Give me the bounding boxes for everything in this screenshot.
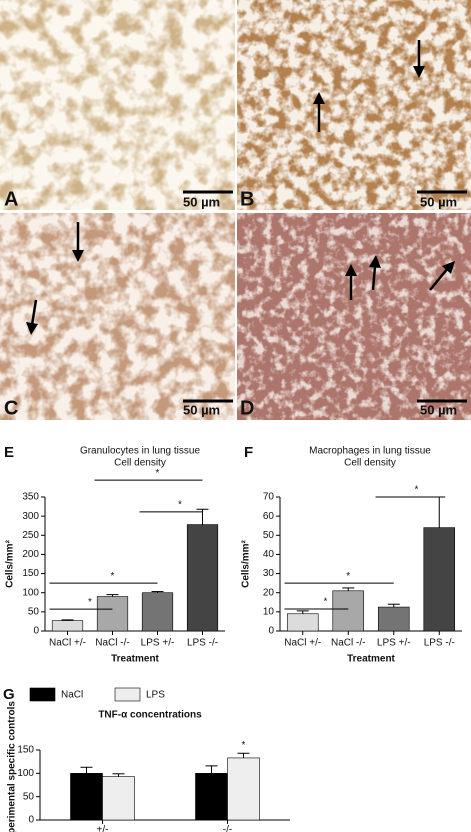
x-tick-label: +/-	[97, 825, 109, 832]
tissue-b	[237, 0, 471, 210]
bar	[96, 596, 129, 632]
legend-swatch	[114, 687, 141, 702]
y-tick-label: 100	[17, 768, 34, 779]
bar	[227, 757, 260, 821]
y-tick-label: 350	[22, 492, 39, 503]
significance-label: *	[415, 485, 419, 496]
x-tick-label: -/-	[223, 825, 232, 832]
y-tick-label: 50	[263, 530, 275, 541]
panel-label: A	[4, 188, 18, 210]
y-tick-label: 300	[22, 511, 39, 522]
chart-subtitle: Cell density	[114, 458, 166, 469]
x-axis-label: Treatment	[111, 654, 159, 665]
y-axis-label: Cells/mm²	[241, 539, 252, 587]
y-tick-label: 150	[17, 745, 34, 756]
significance-label: *	[111, 571, 115, 582]
panel-label: C	[4, 397, 18, 419]
y-axis-label: Cells/mm²	[5, 539, 16, 587]
y-tick-label: 50	[28, 606, 40, 617]
x-tick-label: LPS +/-	[377, 638, 411, 649]
bar	[423, 527, 456, 632]
bar	[102, 776, 135, 821]
bar	[70, 773, 103, 821]
x-tick-label: LPS +/-	[141, 638, 175, 649]
x-tick-label: NaCl +/-	[49, 638, 86, 649]
y-tick-label: 70	[263, 492, 275, 503]
significance-label: *	[178, 500, 182, 511]
y-tick-label: 0	[268, 626, 274, 637]
arrow-head	[413, 66, 425, 78]
arrow	[429, 267, 449, 291]
tissue-c	[0, 213, 235, 420]
significance-label: *	[156, 468, 160, 479]
arrows	[26, 40, 455, 335]
chart-title: Granulocytes in lung tissue	[80, 446, 201, 457]
y-tick-label: 0	[28, 815, 34, 826]
arrow-head	[345, 264, 357, 276]
legend-swatch	[29, 687, 56, 702]
bar	[195, 773, 228, 821]
y-tick-label: 10	[263, 606, 275, 617]
tissue-d	[237, 213, 471, 420]
bar	[286, 613, 319, 632]
y-tick-label: 0	[33, 626, 39, 637]
bar	[377, 606, 410, 632]
x-tick-label: NaCl +/-	[284, 638, 321, 649]
x-tick-label: NaCl -/-	[95, 638, 129, 649]
chart-title: TNF-α concentrations	[98, 710, 202, 721]
y-tick-label: 60	[263, 511, 275, 522]
chart-subtitle: Cell density	[344, 458, 396, 469]
panel-label: E	[4, 444, 14, 461]
y-tick-label: 50	[23, 791, 35, 802]
legend-label: LPS	[146, 690, 165, 701]
arrow-head	[313, 92, 325, 104]
x-tick-label: NaCl -/-	[331, 638, 365, 649]
y-tick-label: 40	[263, 549, 275, 560]
y-tick-label: 200	[22, 549, 39, 560]
arrow-head	[72, 250, 84, 262]
arrow	[30, 299, 38, 326]
panel-label: B	[240, 188, 254, 210]
y-tick-label: 20	[263, 587, 275, 598]
scale-label: 50 µm	[183, 194, 220, 209]
legend-label: NaCl	[61, 690, 83, 701]
significance-label: *	[242, 740, 246, 751]
significance-label: *	[88, 597, 92, 608]
significance-label: *	[346, 571, 350, 582]
bar	[141, 592, 174, 632]
scale-label: 50 µm	[420, 402, 457, 417]
x-tick-label: LPS -/-	[187, 638, 218, 649]
tissue-a	[0, 0, 235, 210]
arrow-head	[442, 261, 455, 274]
panel-label: D	[240, 397, 254, 419]
chart-title: Macrophages in lung tissue	[309, 446, 431, 457]
arrow-head	[26, 322, 38, 335]
scale-label: 50 µm	[183, 402, 220, 417]
arrow-head	[369, 255, 381, 268]
bar	[332, 590, 365, 632]
bar	[51, 620, 84, 632]
y-tick-label: 100	[22, 587, 39, 598]
y-tick-label: 250	[22, 530, 39, 541]
y-axis-label: % of experimental specific controls	[7, 701, 18, 832]
x-tick-label: LPS -/-	[424, 638, 455, 649]
x-axis-label: Treatment	[347, 654, 395, 665]
significance-label: *	[324, 597, 328, 608]
y-tick-label: 150	[22, 568, 39, 579]
bar	[186, 524, 219, 632]
micrographs: A 50 µm B 50 µm C 50 µm D 50 µm	[0, 0, 471, 420]
scale-label: 50 µm	[420, 194, 457, 209]
arrow	[371, 265, 377, 291]
panel-label: F	[244, 444, 253, 461]
scale-bars	[183, 190, 467, 403]
panel-label: G	[3, 686, 15, 703]
y-tick-label: 30	[263, 568, 275, 579]
